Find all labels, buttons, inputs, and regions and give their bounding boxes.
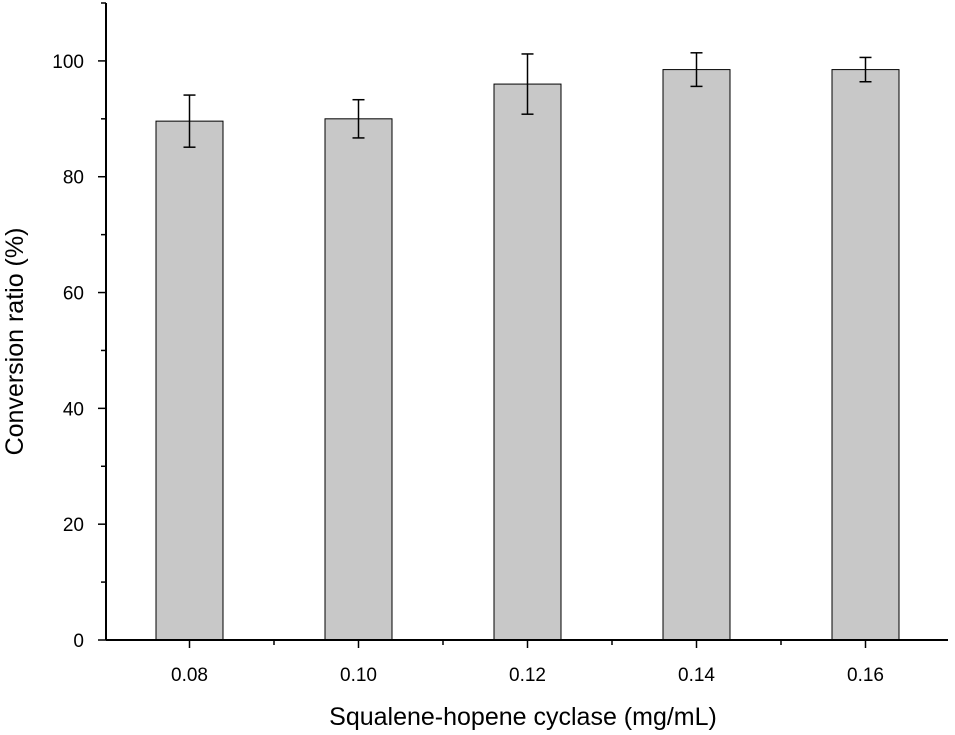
- x-tick-label: 0.16: [847, 665, 884, 686]
- x-tick-label: 0.10: [340, 665, 377, 686]
- x-axis-title: Squalene-hopene cyclase (mg/mL): [329, 703, 717, 731]
- x-tick-label: 0.08: [171, 665, 208, 686]
- y-tick-label: 60: [63, 284, 84, 305]
- y-ticks-layer: 0 20 40 60 80 100: [52, 2, 106, 652]
- y-tick-label: 100: [52, 52, 84, 73]
- bar-0.08: [155, 120, 224, 641]
- y-tick-label: 0: [73, 631, 84, 652]
- y-tick-label: 40: [63, 399, 84, 420]
- error-bars-layer: [183, 52, 872, 148]
- bar-0.14: [662, 69, 731, 641]
- bar-0.12: [493, 83, 562, 641]
- x-tick-label: 0.12: [509, 665, 546, 686]
- y-tick-label: 20: [63, 515, 84, 536]
- bars-layer: [155, 69, 900, 641]
- bar-0.16: [831, 69, 900, 641]
- y-axis-title: Conversion ratio (%): [1, 228, 29, 456]
- bar-0.10: [324, 118, 393, 641]
- y-tick-label: 80: [63, 168, 84, 189]
- x-tick-label: 0.14: [678, 665, 715, 686]
- x-ticks-layer: 0.08 0.10 0.12 0.14 0.16: [171, 640, 884, 686]
